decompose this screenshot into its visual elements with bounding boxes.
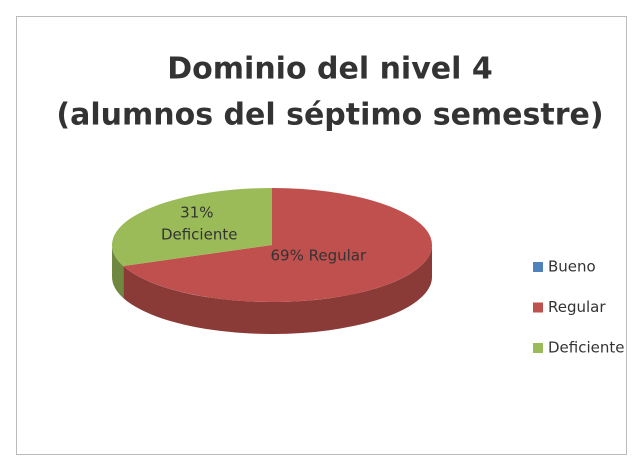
chart-title: Dominio del nivel 4 [167, 52, 492, 87]
pie-side [112, 245, 124, 298]
data-label-line: 31% [180, 203, 218, 221]
chart-title: (alumnos del séptimo semestre) [56, 98, 603, 133]
data-label: 69% Regular [270, 247, 366, 265]
legend-swatch [533, 262, 543, 272]
data-label-line: Deficiente [161, 225, 238, 243]
legend-label: Regular [548, 298, 606, 316]
pie-slice [123, 188, 433, 303]
legend-label: Deficiente [548, 339, 625, 357]
legend-swatch [533, 343, 543, 353]
legend-swatch [533, 302, 543, 313]
data-label: 31% Deficiente [161, 203, 238, 243]
pie-slice [112, 188, 272, 266]
pie-side [123, 245, 432, 334]
legend-label: Bueno [548, 258, 596, 276]
